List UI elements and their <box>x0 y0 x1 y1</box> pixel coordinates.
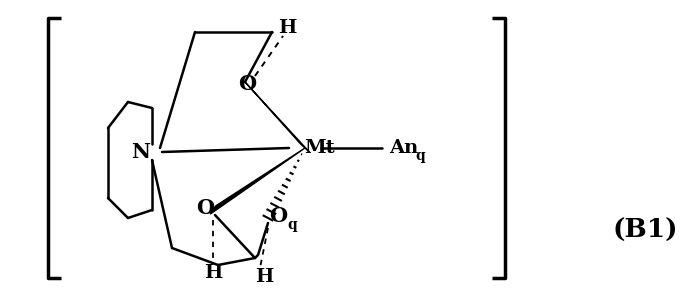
Text: O: O <box>196 198 214 218</box>
Polygon shape <box>210 148 305 214</box>
Text: H: H <box>278 19 296 37</box>
Text: O: O <box>238 74 256 94</box>
Text: H: H <box>204 264 222 282</box>
Text: q: q <box>287 218 297 232</box>
Text: O: O <box>269 206 287 226</box>
Text: An: An <box>389 139 419 157</box>
Text: (B1): (B1) <box>612 217 678 243</box>
Text: q: q <box>415 149 425 163</box>
Polygon shape <box>245 82 309 152</box>
Text: H: H <box>255 268 273 286</box>
Text: Mt: Mt <box>304 139 334 157</box>
Text: N: N <box>131 142 151 162</box>
